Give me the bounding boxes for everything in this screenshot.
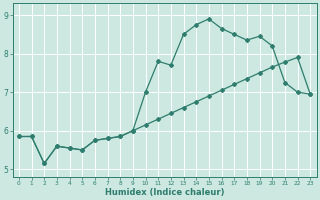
X-axis label: Humidex (Indice chaleur): Humidex (Indice chaleur) [105,188,224,197]
